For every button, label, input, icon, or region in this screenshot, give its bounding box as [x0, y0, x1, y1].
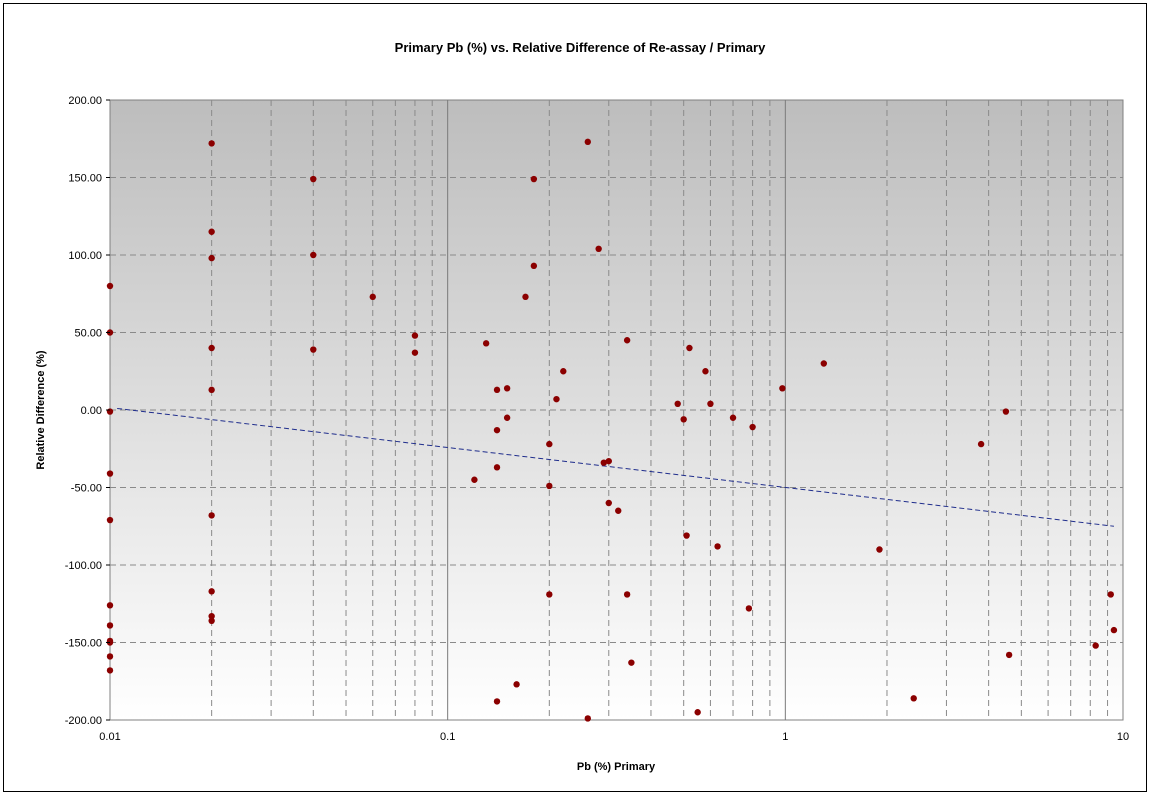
data-point	[530, 262, 538, 270]
grid	[110, 100, 1123, 720]
data-point	[310, 346, 317, 353]
data-point	[493, 426, 501, 434]
data-point	[106, 470, 114, 477]
y-tick-label: 50.00	[74, 328, 102, 340]
data-point	[623, 337, 631, 344]
data-point	[106, 516, 114, 524]
data-point	[595, 245, 602, 252]
tick-labels: 200.00 150.00 100.00 50.00 0.00 -50.00 -100.00…	[65, 95, 1129, 743]
data-point	[106, 408, 114, 415]
y-tick-label: 100.00	[68, 250, 102, 262]
data-point	[680, 416, 687, 423]
y-tick-label: -200.00	[65, 715, 102, 727]
data-point	[584, 138, 591, 146]
data-point	[702, 368, 709, 375]
data-point	[876, 546, 883, 553]
data-point	[411, 332, 419, 339]
data-point	[600, 459, 608, 466]
data-point	[208, 228, 215, 235]
data-point	[106, 653, 114, 660]
data-point	[1107, 591, 1114, 598]
data-point	[674, 400, 681, 407]
x-tick-label: 10	[1117, 731, 1129, 743]
x-axis-label: Pb (%) Primary	[577, 761, 656, 773]
y-tick-label: -150.00	[65, 638, 102, 650]
data-point	[977, 440, 985, 448]
y-tick-label: 150.00	[68, 173, 102, 185]
data-point	[106, 282, 114, 290]
data-point	[493, 386, 501, 394]
data-point	[584, 715, 591, 722]
data-point	[208, 344, 215, 352]
data-point	[1002, 408, 1010, 415]
data-point	[745, 605, 753, 612]
data-point	[546, 482, 553, 490]
data-point	[471, 476, 478, 483]
data-point	[310, 251, 317, 259]
data-point	[910, 695, 917, 702]
data-point	[1092, 642, 1099, 649]
trendline	[117, 407, 1114, 527]
chart-title: Primary Pb (%) vs. Relative Difference o…	[395, 40, 766, 55]
data-point	[729, 414, 737, 421]
data-point	[493, 464, 501, 471]
data-point	[482, 340, 490, 347]
data-point	[208, 386, 215, 394]
data-point	[623, 591, 631, 598]
x-tick-label: 0.1	[440, 731, 455, 743]
data-point	[522, 293, 529, 301]
data-point	[106, 602, 114, 609]
data-point	[546, 440, 553, 448]
data-point	[560, 368, 567, 375]
y-tick-label: 0.00	[81, 405, 102, 417]
data-point	[628, 659, 635, 666]
data-point	[605, 499, 612, 507]
data-point	[208, 512, 215, 519]
trendline-group	[117, 407, 1114, 527]
data-point	[615, 507, 622, 514]
x-tick-label: 1	[782, 731, 788, 743]
data-point	[503, 414, 511, 421]
x-tick-label: 0.01	[99, 731, 120, 743]
data-point	[605, 457, 612, 465]
data-point	[714, 543, 721, 550]
data-point	[553, 395, 560, 403]
data-point	[530, 175, 538, 183]
data-point	[749, 423, 756, 431]
y-tick-label: 200.00	[68, 95, 102, 107]
data-point	[513, 681, 520, 688]
y-axis-label: Relative Difference (%)	[35, 350, 47, 470]
data-point	[369, 293, 376, 301]
data-point	[208, 617, 215, 624]
data-point	[310, 175, 317, 183]
data-point	[208, 254, 215, 262]
data-point	[208, 140, 215, 147]
data-point	[707, 400, 714, 407]
data-point	[694, 709, 701, 716]
y-tick-label: -100.00	[65, 560, 102, 572]
data-point	[546, 591, 553, 598]
y-tick-label: -50.00	[71, 483, 102, 495]
data-point	[779, 385, 786, 392]
data-point	[1005, 651, 1013, 659]
data-point	[411, 349, 419, 356]
data-point	[208, 588, 215, 595]
data-point	[503, 385, 511, 392]
data-point	[106, 667, 114, 674]
data-point	[820, 360, 828, 367]
data-point	[683, 532, 690, 539]
data-point	[493, 698, 501, 705]
data-point	[208, 612, 215, 620]
data-point	[686, 344, 693, 352]
data-points	[106, 138, 1118, 722]
data-point	[106, 622, 114, 629]
data-point	[1110, 626, 1118, 634]
